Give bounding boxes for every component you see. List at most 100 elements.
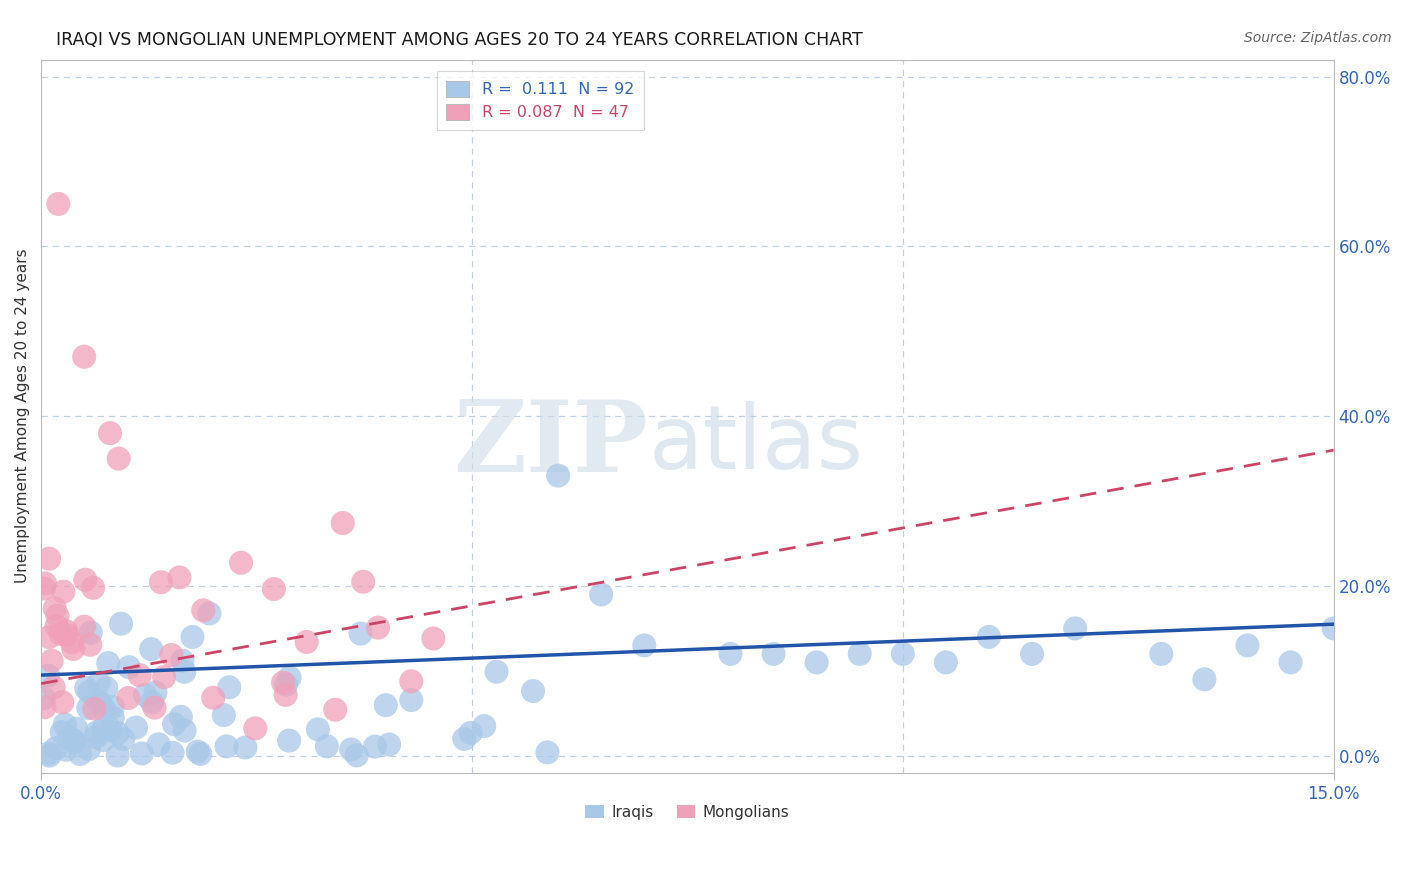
Point [97,656,120,670]
Point [848,647,870,661]
Point [90,696,112,710]
Point [100,723,122,737]
Point [172,654,194,668]
Point [806,656,828,670]
Point [422,632,444,646]
Point [32,582,55,596]
Point [37,668,59,682]
Point [32,691,55,706]
Point [101,711,124,725]
Point [117,691,139,706]
Point [720,647,742,661]
Point [60,635,83,649]
Point [55,624,77,639]
Text: IRAQI VS MONGOLIAN UNEMPLOYMENT AMONG AGES 20 TO 24 YEARS CORRELATION CHART: IRAQI VS MONGOLIAN UNEMPLOYMENT AMONG AG… [56,31,863,49]
Point [87,693,110,707]
Point [44,601,66,615]
Point [235,740,257,755]
Point [75,573,97,587]
Point [352,574,374,589]
Point [536,746,558,760]
Point [169,570,191,584]
Point [278,733,301,747]
Point [218,681,240,695]
Point [46,608,69,623]
Point [472,719,495,733]
Point [271,675,294,690]
Point [93,703,115,717]
Point [295,635,318,649]
Point [55,627,77,641]
Point [1064,621,1087,635]
Point [153,670,176,684]
Point [263,582,285,596]
Text: ZIP: ZIP [454,396,648,493]
Point [51,695,73,709]
Point [131,747,153,761]
Point [80,625,103,640]
Point [83,701,105,715]
Point [215,739,238,754]
Point [110,616,132,631]
Point [118,660,141,674]
Point [73,350,96,364]
Point [55,743,77,757]
Point [163,717,186,731]
Point [173,723,195,738]
Point [62,641,84,656]
Point [181,630,204,644]
Point [41,654,63,668]
Point [762,647,785,661]
Point [346,748,368,763]
Point [547,468,569,483]
Point [112,732,135,747]
Point [87,675,110,690]
Point [198,607,221,621]
Point [453,731,475,746]
Point [107,726,129,740]
Point [98,426,121,441]
Point [38,747,60,761]
Point [1279,656,1302,670]
Point [202,690,225,705]
Point [82,581,104,595]
Point [69,747,91,761]
Point [77,685,100,699]
Point [1021,647,1043,661]
Point [86,725,108,739]
Point [378,738,401,752]
Point [45,741,67,756]
Point [173,665,195,679]
Point [145,685,167,699]
Point [187,745,209,759]
Point [38,630,60,644]
Y-axis label: Unemployment Among Ages 20 to 24 years: Unemployment Among Ages 20 to 24 years [15,249,30,583]
Text: atlas: atlas [648,401,863,488]
Point [93,722,115,736]
Point [107,451,129,466]
Point [374,698,396,713]
Point [91,733,114,747]
Point [591,587,613,601]
Point [75,681,97,695]
Point [63,735,86,749]
Point [53,717,76,731]
Point [977,630,1000,644]
Point [315,739,337,754]
Point [51,725,73,739]
Point [79,638,101,652]
Point [125,721,148,735]
Point [401,693,423,707]
Point [77,701,100,715]
Point [128,668,150,682]
Point [278,671,301,685]
Point [460,726,482,740]
Point [1150,647,1173,661]
Point [52,584,75,599]
Point [38,551,60,566]
Point [323,703,346,717]
Point [96,681,118,696]
Point [170,710,193,724]
Point [107,748,129,763]
Point [45,619,67,633]
